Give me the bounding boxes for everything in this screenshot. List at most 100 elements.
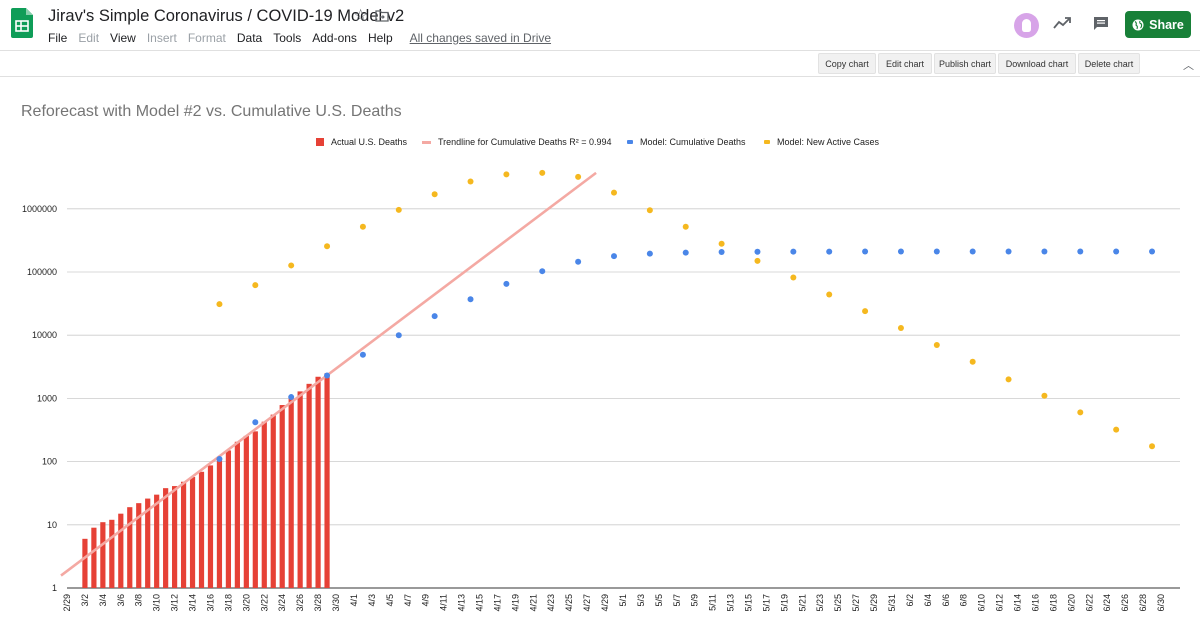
menu-data[interactable]: Data bbox=[236, 31, 263, 45]
point-model-new-active-cases bbox=[969, 358, 976, 365]
legend-swatch-model-active bbox=[764, 140, 770, 144]
x-tick-label: 6/18 bbox=[1048, 594, 1058, 612]
point-model-cumulative-deaths bbox=[575, 258, 582, 265]
x-tick-label: 3/6 bbox=[116, 594, 126, 607]
point-model-cumulative-deaths bbox=[754, 248, 761, 255]
bar-actual-deaths bbox=[100, 522, 106, 588]
x-tick-label: 5/9 bbox=[690, 594, 700, 607]
menu-add-ons[interactable]: Add-ons bbox=[312, 31, 357, 45]
legend-label-actual-deaths: Actual U.S. Deaths bbox=[331, 137, 408, 147]
avatar[interactable] bbox=[1014, 13, 1039, 38]
legend-label-model-active: Model: New Active Cases bbox=[777, 137, 880, 147]
x-tick-label: 5/25 bbox=[833, 594, 843, 612]
bar-actual-deaths bbox=[145, 498, 151, 588]
x-tick-label: 5/19 bbox=[779, 594, 789, 612]
explore-icon[interactable] bbox=[1053, 16, 1071, 30]
document-title[interactable]: Jirav's Simple Coronavirus / COVID-19 Mo… bbox=[48, 7, 405, 25]
point-model-cumulative-deaths bbox=[359, 351, 366, 358]
legend-item-actual-deaths[interactable]: Actual U.S. Deaths bbox=[316, 137, 407, 147]
point-model-new-active-cases bbox=[754, 257, 761, 264]
move-to-folder-icon[interactable] bbox=[375, 10, 389, 22]
bar-actual-deaths bbox=[198, 471, 205, 588]
menu-edit[interactable]: Edit bbox=[78, 31, 100, 45]
x-tick-label: 5/1 bbox=[618, 594, 628, 607]
bar-actual-deaths bbox=[324, 373, 330, 588]
point-model-cumulative-deaths bbox=[216, 455, 223, 462]
publish-chart-button[interactable]: Publish chart bbox=[934, 53, 996, 74]
chevron-up-icon[interactable]: ︿ bbox=[1183, 60, 1194, 72]
star-icon[interactable]: ☆ bbox=[353, 6, 369, 25]
x-tick-label: 6/20 bbox=[1066, 594, 1076, 612]
y-tick-label: 100000 bbox=[27, 267, 57, 277]
legend-swatch-trendline bbox=[422, 140, 431, 144]
share-label: Share bbox=[1149, 17, 1184, 32]
comment-icon[interactable] bbox=[1093, 16, 1109, 31]
bar-actual-deaths bbox=[189, 477, 196, 588]
x-tick-label: 3/20 bbox=[241, 594, 251, 612]
menu-help[interactable]: Help bbox=[367, 31, 393, 45]
bar-actual-deaths bbox=[270, 414, 276, 588]
legend-item-model-cumulative[interactable]: Model: Cumulative Deaths bbox=[627, 137, 746, 147]
x-tick-label: 3/22 bbox=[259, 594, 269, 612]
x-tick-label: 4/11 bbox=[439, 594, 449, 611]
x-tick-label: 5/17 bbox=[761, 594, 771, 612]
chart-toolbar: Copy chart Edit chart Publish chart Down… bbox=[0, 50, 1200, 77]
menu-tools[interactable]: Tools bbox=[273, 31, 302, 45]
download-chart-button[interactable]: Download chart bbox=[998, 53, 1076, 74]
point-model-new-active-cases bbox=[359, 223, 366, 230]
x-tick-label: 4/23 bbox=[546, 594, 556, 612]
point-model-new-active-cases bbox=[933, 341, 940, 348]
x-tick-label: 6/12 bbox=[995, 594, 1005, 612]
chart-legend: Actual U.S. Deaths Trendline for Cumulat… bbox=[0, 137, 1200, 151]
share-button[interactable]: Share bbox=[1125, 11, 1191, 38]
x-tick-label: 4/21 bbox=[528, 594, 538, 612]
menu-view[interactable]: View bbox=[110, 31, 136, 45]
menu-format[interactable]: Format bbox=[187, 31, 226, 45]
x-tick-label: 3/16 bbox=[205, 594, 215, 612]
legend-item-trendline[interactable]: Trendline for Cumulative Deaths R² = 0.9… bbox=[422, 137, 612, 147]
bar-actual-deaths bbox=[252, 431, 258, 588]
x-tick-label: 3/12 bbox=[170, 594, 180, 612]
sheets-logo-icon[interactable] bbox=[11, 8, 33, 38]
point-model-cumulative-deaths bbox=[503, 280, 510, 287]
delete-chart-button[interactable]: Delete chart bbox=[1078, 53, 1140, 74]
point-model-new-active-cases bbox=[288, 262, 295, 269]
x-tick-label: 5/13 bbox=[726, 594, 736, 612]
point-model-new-active-cases bbox=[862, 308, 869, 315]
bar-actual-deaths bbox=[225, 450, 232, 588]
point-model-new-active-cases bbox=[646, 207, 653, 214]
y-tick-label: 10000 bbox=[32, 330, 57, 340]
x-tick-label: 5/5 bbox=[654, 594, 664, 607]
menu-insert[interactable]: Insert bbox=[146, 31, 177, 45]
menu-file[interactable]: File bbox=[48, 31, 68, 45]
x-tick-label: 4/15 bbox=[474, 594, 484, 612]
point-model-cumulative-deaths bbox=[431, 313, 438, 320]
edit-chart-button[interactable]: Edit chart bbox=[878, 53, 932, 74]
bar-actual-deaths bbox=[127, 507, 133, 588]
point-model-cumulative-deaths bbox=[395, 332, 402, 339]
x-tick-label: 6/10 bbox=[977, 594, 987, 612]
bar-actual-deaths bbox=[180, 481, 187, 588]
point-model-new-active-cases bbox=[467, 178, 474, 185]
x-tick-label: 4/19 bbox=[510, 594, 520, 612]
bar-actual-deaths bbox=[306, 383, 312, 588]
point-model-cumulative-deaths bbox=[718, 249, 725, 256]
x-tick-label: 4/7 bbox=[403, 594, 413, 607]
avatar-silhouette bbox=[1022, 19, 1031, 32]
x-tick-label: 5/31 bbox=[887, 594, 897, 612]
point-model-cumulative-deaths bbox=[288, 394, 295, 401]
legend-item-model-active[interactable]: Model: New Active Cases bbox=[764, 137, 879, 147]
bar-actual-deaths bbox=[288, 398, 294, 588]
bar-actual-deaths bbox=[297, 391, 303, 588]
copy-chart-button[interactable]: Copy chart bbox=[818, 53, 876, 74]
x-tick-label: 3/28 bbox=[313, 594, 323, 612]
bar-actual-deaths bbox=[315, 376, 321, 588]
save-status-link[interactable]: All changes saved in Drive bbox=[409, 31, 552, 45]
x-tick-label: 3/24 bbox=[277, 594, 287, 612]
x-tick-label: 6/28 bbox=[1138, 594, 1148, 612]
point-model-new-active-cases bbox=[790, 274, 797, 281]
x-tick-label: 4/27 bbox=[582, 594, 592, 612]
y-tick-label: 1 bbox=[52, 583, 57, 593]
y-tick-label: 10 bbox=[47, 520, 57, 530]
